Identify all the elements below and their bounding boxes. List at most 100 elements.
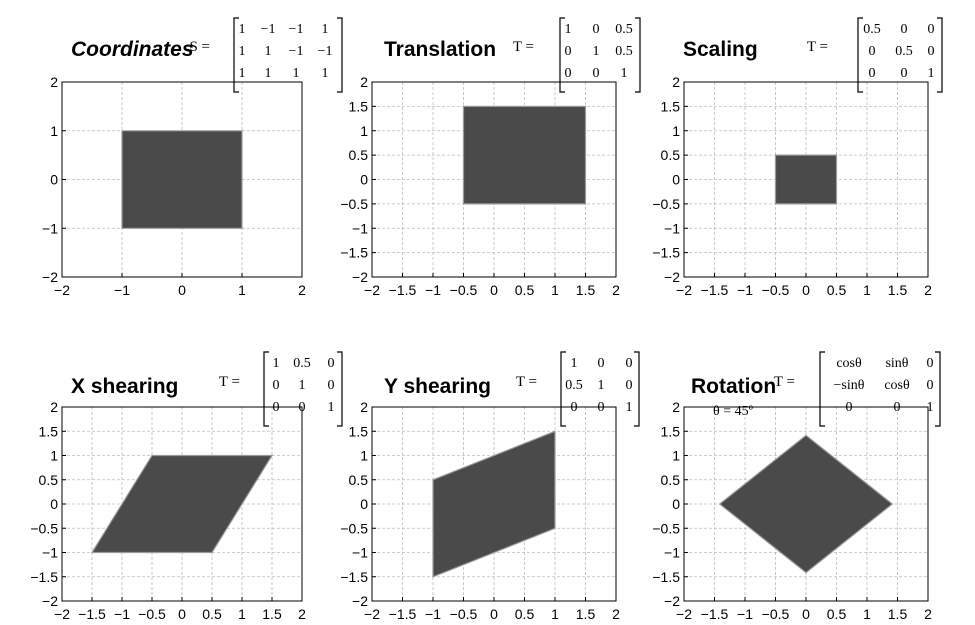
transform-matrix: T = 1 0 0.5 0 1 0.5 0 0 1 xyxy=(513,17,641,93)
x-tick-label: −1.5 xyxy=(389,282,417,298)
x-tick-label: −2 xyxy=(364,282,380,298)
y-tick-label: −2 xyxy=(664,269,680,285)
y-tick-label: −1.5 xyxy=(652,245,680,261)
y-tick-label: −2 xyxy=(352,593,368,609)
panel-y-shearing: −2 −1.5 −1 −0.5 0 0.5 1 1.5 2 −2 −1.5 −1 −0.5 0 0.5 1 1.… xyxy=(340,351,640,622)
transformed-shape xyxy=(121,130,243,229)
y-tick-label: 2 xyxy=(360,74,368,90)
right-bracket xyxy=(337,351,343,427)
matrix-cell: 1 xyxy=(328,400,335,415)
matrix-cell: 0 xyxy=(626,356,633,371)
left-bracket xyxy=(819,351,825,427)
x-tick-label: 2 xyxy=(298,606,306,622)
x-tick-label: 0.5 xyxy=(515,282,535,298)
right-bracket xyxy=(937,17,943,93)
x-tick-label: −2 xyxy=(364,606,380,622)
x-tick-label: 1.5 xyxy=(888,606,908,622)
matrix-label: T = xyxy=(807,39,828,55)
y-tick-label: −1.5 xyxy=(30,569,58,585)
x-tick-label: −0.5 xyxy=(450,282,478,298)
x-tick-label: 2 xyxy=(612,282,620,298)
right-bracket xyxy=(935,351,941,427)
matrix-cell: 1 xyxy=(621,66,628,81)
x-tick-label: −0.5 xyxy=(138,606,166,622)
matrix-label: T = xyxy=(516,374,537,390)
matrix-cell: 0 xyxy=(299,400,306,415)
x-tick-label: 0 xyxy=(178,606,186,622)
y-tick-label: 2 xyxy=(360,399,368,415)
transform-matrix: T = 0.5 0 0 0 0.5 0 0 0 1 xyxy=(807,17,943,93)
y-tick-label: 0.5 xyxy=(349,147,369,163)
matrix-cell: 0.5 xyxy=(615,44,633,59)
x-tick-label: −2 xyxy=(54,606,70,622)
x-tick-label: 0 xyxy=(490,606,498,622)
y-tick-label: 1.5 xyxy=(349,98,369,114)
x-tick-label: 0 xyxy=(490,282,498,298)
matrix-cell: 1 xyxy=(239,66,246,81)
y-tick-label: −2 xyxy=(352,269,368,285)
y-tick-label: 1 xyxy=(360,448,368,464)
matrix-cell: 1 xyxy=(927,400,934,415)
matrix-cell: 0.5 xyxy=(895,44,913,59)
x-tick-label: 1 xyxy=(551,282,559,298)
theta-label: θ = 45º xyxy=(713,404,754,419)
x-tick-label: 1 xyxy=(238,282,246,298)
left-bracket xyxy=(560,351,566,427)
x-tick-label: −0.5 xyxy=(762,606,790,622)
y-tick-label: −1.5 xyxy=(340,569,368,585)
y-tick-label: −1 xyxy=(352,545,368,561)
x-tick-label: 0 xyxy=(802,606,810,622)
matrix-cell: cosθ xyxy=(836,356,862,371)
panel-title: Coordinates xyxy=(71,38,194,61)
y-tick-label: 0 xyxy=(360,172,368,188)
matrix-cell: 1 xyxy=(593,44,600,59)
matrix-cell: 1 xyxy=(626,400,633,415)
right-bracket xyxy=(635,17,641,93)
transform-matrix: T = 1 0.5 0 0 1 0 0 0 1 xyxy=(219,351,343,427)
matrix-cell: 0 xyxy=(901,66,908,81)
matrix-cell: 0 xyxy=(927,356,934,371)
matrix-cell: 0 xyxy=(928,22,935,37)
matrix-cell: cosθ xyxy=(884,378,910,393)
x-tick-label: 0 xyxy=(802,282,810,298)
matrix-cell: 0 xyxy=(593,66,600,81)
x-tick-label: 1 xyxy=(551,606,559,622)
matrix-cell: 0 xyxy=(927,378,934,393)
matrix-cell: 1 xyxy=(322,66,329,81)
x-tick-label: 0.5 xyxy=(515,606,535,622)
matrix-cell: −1 xyxy=(289,44,304,59)
y-tick-label: 0.5 xyxy=(349,472,369,488)
y-tick-label: 1 xyxy=(50,448,58,464)
matrix-cell: 1 xyxy=(239,44,246,59)
y-tick-label: 2 xyxy=(50,399,58,415)
x-tick-label: −1 xyxy=(737,606,753,622)
x-tick-label: −0.5 xyxy=(762,282,790,298)
matrix-cell: 0 xyxy=(869,44,876,59)
panel-scaling: −2 −1.5 −1 −0.5 0 0.5 1 1.5 2 −2 −1.5 −1 −0.5 0 0.5 1 1.… xyxy=(652,17,943,298)
matrix-cell: 1 xyxy=(273,356,280,371)
y-tick-label: 1 xyxy=(672,123,680,139)
panel-translation: −2 −1.5 −1 −0.5 0 0.5 1 1.5 2 −2 −1.5 −1 −0.5 0 0.5 1 1.… xyxy=(340,17,641,298)
matrix-cell: 0 xyxy=(869,66,876,81)
x-tick-label: 0 xyxy=(178,282,186,298)
x-tick-label: 0.5 xyxy=(827,606,847,622)
y-tick-label: 2 xyxy=(672,399,680,415)
panel-title: Rotation xyxy=(691,375,776,398)
matrix-cell: −1 xyxy=(261,22,276,37)
y-tick-label: 0 xyxy=(672,496,680,512)
left-bracket xyxy=(857,17,863,93)
y-tick-label: −1 xyxy=(352,220,368,236)
matrix-cell: 0 xyxy=(593,22,600,37)
x-tick-label: 0.5 xyxy=(827,282,847,298)
x-tick-label: 2 xyxy=(924,606,932,622)
x-tick-label: 0.5 xyxy=(202,606,222,622)
x-tick-label: −0.5 xyxy=(450,606,478,622)
panel-title: Y shearing xyxy=(384,375,491,398)
right-bracket xyxy=(337,17,343,93)
x-tick-label: 2 xyxy=(924,282,932,298)
y-tick-label: −1 xyxy=(42,545,58,561)
y-tick-label: −1 xyxy=(664,220,680,236)
y-tick-label: 0 xyxy=(672,172,680,188)
